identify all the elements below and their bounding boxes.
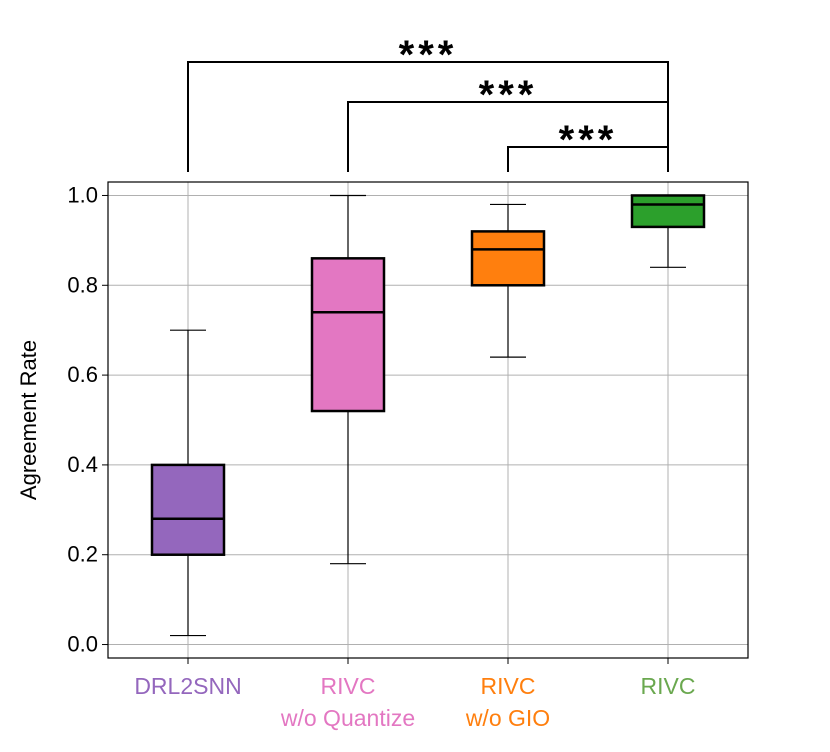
x-category-label: w/o Quantize xyxy=(280,705,415,731)
box-body xyxy=(150,463,226,556)
significance-label: *** xyxy=(479,73,538,117)
boxes xyxy=(150,194,706,637)
box-4 xyxy=(630,194,706,268)
box-body xyxy=(470,230,546,287)
significance-label: *** xyxy=(399,33,458,77)
y-tick-label: 0.0 xyxy=(67,632,98,657)
bracket-line xyxy=(347,101,669,172)
y-axis-label: Agreement Rate xyxy=(16,340,41,500)
x-category-label: RIVC xyxy=(481,673,536,699)
y-axis-ticks: 0.0 0.2 0.4 0.6 0.8 1.0 xyxy=(67,182,669,664)
box-3 xyxy=(470,203,546,358)
bracket-line xyxy=(507,146,669,172)
y-tick-label: 0.6 xyxy=(67,362,98,387)
x-category-label: RIVC xyxy=(641,673,696,699)
box-body xyxy=(310,257,386,413)
x-category-label: RIVC xyxy=(321,673,376,699)
plot-area-frame xyxy=(107,181,749,659)
y-tick-label: 0.8 xyxy=(67,272,98,297)
significance-bracket: *** xyxy=(347,73,669,172)
grid xyxy=(108,182,748,658)
y-tick-label: 0.4 xyxy=(67,452,98,477)
significance-label: *** xyxy=(559,118,618,162)
box-body xyxy=(630,194,706,229)
significance-bracket: *** xyxy=(507,118,669,172)
x-axis-labels: DRL2SNN RIVC w/o Quantize RIVC w/o GIO RIVC xyxy=(134,673,695,731)
significance-brackets: *** *** *** xyxy=(187,33,669,172)
y-tick-label: 0.2 xyxy=(67,542,98,567)
y-tick-label: 1.0 xyxy=(67,182,98,207)
box-1 xyxy=(150,329,226,637)
box-2 xyxy=(310,194,386,565)
x-category-label: w/o GIO xyxy=(465,705,550,731)
x-category-label: DRL2SNN xyxy=(134,673,241,699)
